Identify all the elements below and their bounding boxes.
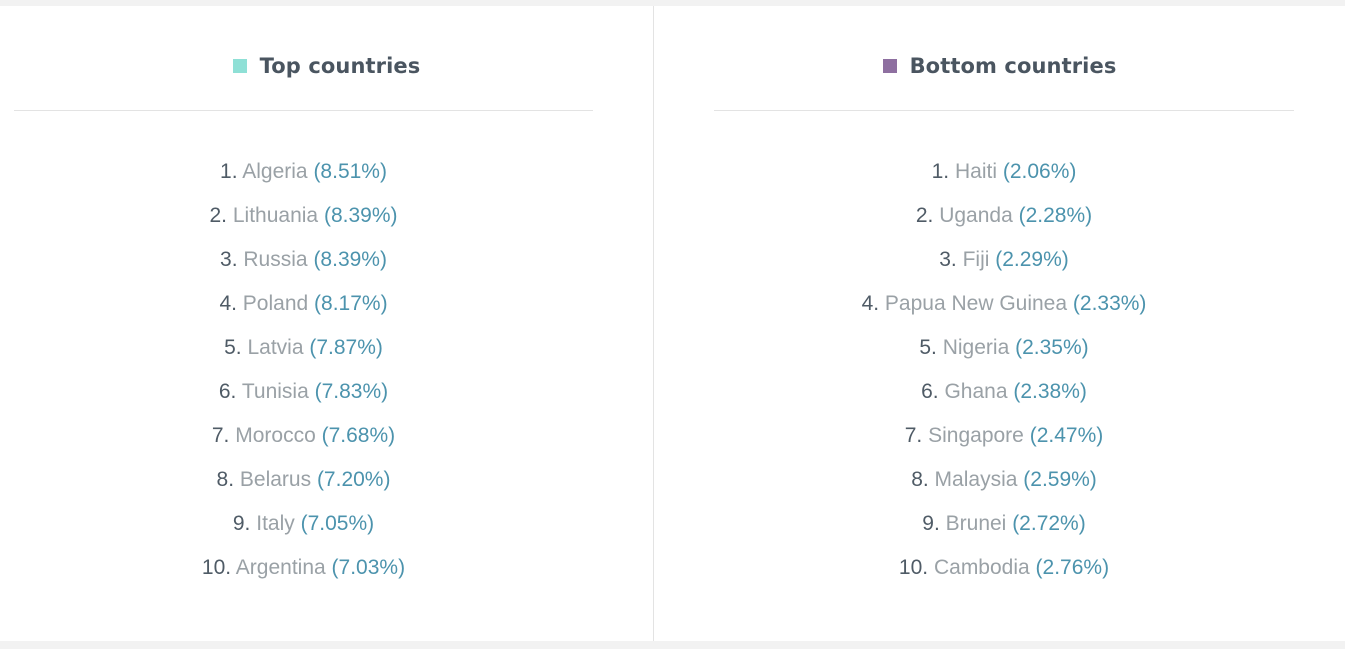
top-countries-title: Top countries [259, 54, 421, 78]
country-name: Russia [243, 248, 308, 271]
rank-number: 7. [211, 424, 230, 447]
percentage: (8.17%) [314, 292, 388, 315]
rank-number: 8. [216, 468, 235, 491]
country-name: Haiti [954, 160, 997, 183]
list-item: 1. Haiti (2.06%) [714, 150, 1294, 194]
rank-number: 6. [218, 380, 237, 403]
top-countries-heading: Top countries [0, 48, 653, 84]
rank-number: 2. [209, 204, 228, 227]
country-name: Ghana [944, 380, 1008, 403]
list-item: 3. Russia (8.39%) [14, 238, 593, 282]
rank-number: 8. [911, 468, 929, 491]
list-item: 8. Belarus (7.20%) [14, 458, 593, 502]
list-item: 9. Brunei (2.72%) [714, 502, 1294, 546]
list-item: 2. Uganda (2.28%) [714, 194, 1294, 238]
rank-number: 1. [220, 160, 238, 183]
country-name: Morocco [235, 424, 316, 447]
country-name: Fiji [962, 248, 990, 271]
percentage: (8.39%) [313, 248, 387, 271]
list-item: 4. Papua New Guinea (2.33%) [714, 282, 1294, 326]
percentage: (8.51%) [313, 160, 387, 183]
country-name: Latvia [247, 336, 304, 359]
rank-number: 4. [219, 292, 237, 315]
percentage: (7.05%) [300, 512, 375, 535]
country-name: Cambodia [933, 556, 1030, 579]
rank-number: 5. [919, 336, 937, 359]
country-name: Poland [242, 292, 309, 315]
list-item: 6. Ghana (2.38%) [714, 370, 1294, 414]
country-name: Brunei [945, 512, 1007, 535]
list-item: 9. Italy (7.05%) [14, 502, 593, 546]
percentage: (2.47%) [1029, 424, 1104, 447]
rank-number: 9. [922, 512, 940, 535]
percentage: (7.87%) [309, 336, 383, 359]
top-legend-swatch [232, 59, 247, 73]
list-item: 3. Fiji (2.29%) [714, 238, 1294, 282]
percentage: (2.59%) [1023, 468, 1097, 491]
country-name: Argentina [235, 556, 326, 579]
bottom-divider [714, 110, 1294, 111]
rank-number: 1. [931, 160, 950, 183]
percentage: (2.06%) [1002, 160, 1077, 183]
list-item: 7. Singapore (2.47%) [714, 414, 1294, 458]
country-name: Italy [256, 512, 295, 535]
rank-number: 2. [915, 204, 934, 227]
percentage: (7.68%) [321, 424, 396, 447]
panel-divider [653, 6, 654, 641]
countries-card: Top countries 1. Algeria (8.51%) 2. Lithu… [0, 6, 1345, 641]
rank-number: 10. [898, 556, 929, 579]
percentage: (7.03%) [331, 556, 406, 579]
list-item: 10. Argentina (7.03%) [14, 546, 593, 590]
country-name: Lithuania [232, 204, 319, 227]
top-divider [14, 110, 593, 111]
percentage: (2.35%) [1015, 336, 1089, 359]
rank-number: 3. [220, 248, 238, 271]
top-countries-panel: Top countries 1. Algeria (8.51%) 2. Lithu… [0, 6, 653, 641]
top-countries-list: 1. Algeria (8.51%) 2. Lithuania (8.39%) 3.… [14, 150, 593, 590]
percentage: (2.29%) [995, 248, 1069, 271]
percentage: (8.39%) [323, 204, 398, 227]
bottom-countries-list: 1. Haiti (2.06%) 2. Uganda (2.28%) 3. Fiji… [714, 150, 1294, 590]
percentage: (2.76%) [1035, 556, 1110, 579]
list-item: 10. Cambodia (2.76%) [714, 546, 1294, 590]
country-name: Singapore [928, 424, 1024, 447]
list-item: 4. Poland (8.17%) [14, 282, 593, 326]
country-name: Papua New Guinea [884, 292, 1068, 315]
bottom-countries-heading: Bottom countries [654, 48, 1345, 84]
country-name: Nigeria [942, 336, 1010, 359]
country-name: Algeria [242, 160, 308, 183]
list-item: 2. Lithuania (8.39%) [14, 194, 593, 238]
percentage: (2.33%) [1072, 292, 1147, 315]
list-item: 8. Malaysia (2.59%) [714, 458, 1294, 502]
percentage: (2.38%) [1013, 380, 1087, 403]
rank-number: 10. [201, 556, 232, 579]
rank-number: 9. [232, 512, 251, 535]
percentage: (2.28%) [1018, 204, 1093, 227]
rank-number: 5. [224, 336, 242, 359]
list-item: 1. Algeria (8.51%) [14, 150, 593, 194]
bottom-countries-panel: Bottom countries 1. Haiti (2.06%) 2. Ugan… [654, 6, 1345, 641]
percentage: (7.20%) [316, 468, 391, 491]
percentage: (2.72%) [1012, 512, 1086, 535]
rank-number: 4. [861, 292, 880, 315]
list-item: 6. Tunisia (7.83%) [14, 370, 593, 414]
rank-number: 6. [921, 380, 939, 403]
country-name: Tunisia [241, 380, 309, 403]
country-name: Belarus [239, 468, 312, 491]
bottom-countries-title: Bottom countries [909, 54, 1117, 78]
rank-number: 7. [904, 424, 923, 447]
country-name: Malaysia [934, 468, 1018, 491]
country-name: Uganda [939, 204, 1013, 227]
list-item: 5. Latvia (7.87%) [14, 326, 593, 370]
percentage: (7.83%) [314, 380, 389, 403]
rank-number: 3. [939, 248, 957, 271]
list-item: 7. Morocco (7.68%) [14, 414, 593, 458]
list-item: 5. Nigeria (2.35%) [714, 326, 1294, 370]
bottom-legend-swatch [882, 59, 897, 73]
